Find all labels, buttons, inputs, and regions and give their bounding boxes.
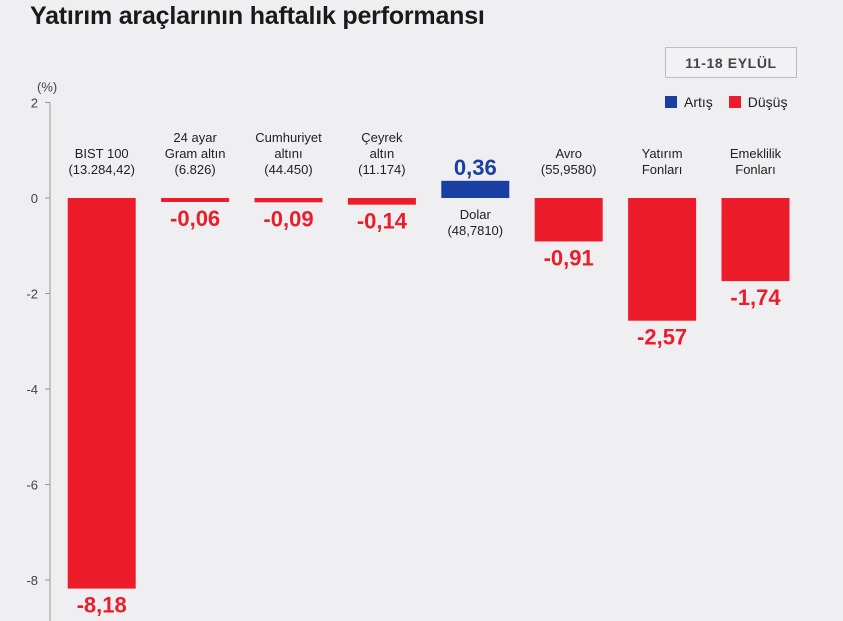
category-label: Çeyrek bbox=[361, 130, 403, 145]
category-label: (44.450) bbox=[264, 162, 312, 177]
bar bbox=[534, 198, 603, 242]
y-tick-label: -4 bbox=[26, 382, 38, 397]
category-label: Gram altın bbox=[165, 146, 226, 161]
legend-item-increase: Artış bbox=[665, 94, 713, 110]
category-label: (6.826) bbox=[174, 162, 215, 177]
category-label: Cumhuriyet bbox=[255, 130, 322, 145]
y-tick-label: 2 bbox=[31, 96, 38, 111]
bar bbox=[254, 198, 323, 203]
category-label: (48,7810) bbox=[447, 223, 503, 238]
category-label: altın bbox=[370, 146, 395, 161]
bar-value-label: -1,74 bbox=[730, 285, 781, 310]
bar bbox=[721, 198, 790, 282]
bar-value-label: -0,06 bbox=[170, 206, 220, 231]
y-axis-unit-label: (%) bbox=[37, 80, 57, 95]
category-label: Dolar bbox=[460, 207, 492, 222]
bar bbox=[441, 180, 510, 198]
bar bbox=[161, 198, 230, 202]
bar bbox=[347, 198, 416, 205]
bar-value-label: -0,91 bbox=[544, 245, 594, 270]
category-label: Yatırım bbox=[642, 146, 683, 161]
y-tick-label: 0 bbox=[31, 191, 38, 206]
category-label: (11.174) bbox=[358, 162, 405, 177]
legend-swatch-increase bbox=[665, 96, 677, 108]
legend-label-decrease: Düşüş bbox=[747, 94, 788, 110]
bar bbox=[67, 198, 136, 589]
legend-swatch-decrease bbox=[728, 96, 741, 108]
legend-item-decrease: Düşüş bbox=[728, 94, 788, 110]
date-range-badge: 11-18 EYLÜL bbox=[665, 47, 797, 78]
category-label: Fonları bbox=[735, 162, 775, 177]
category-label: Fonları bbox=[642, 162, 682, 177]
category-label: Emeklilik bbox=[730, 146, 782, 161]
legend: Artış Düşüş bbox=[665, 94, 787, 110]
y-tick-label: -8 bbox=[26, 573, 38, 588]
bar bbox=[628, 198, 697, 321]
category-label: altını bbox=[274, 146, 302, 161]
y-tick-label: -6 bbox=[26, 478, 38, 493]
legend-label-increase: Artış bbox=[684, 94, 713, 110]
category-label: (13.284,42) bbox=[68, 162, 135, 177]
category-label: 24 ayar bbox=[173, 130, 217, 145]
bar-value-label: 0,36 bbox=[454, 155, 497, 180]
category-label: Avro bbox=[555, 146, 582, 161]
bar-value-label: -8,18 bbox=[77, 593, 127, 618]
chart-title: Yatırım araçlarının haftalık performansı bbox=[30, 2, 485, 30]
y-tick-label: -2 bbox=[26, 287, 38, 302]
bar-value-label: -2,57 bbox=[637, 325, 687, 350]
category-label: (55,9580) bbox=[541, 162, 597, 177]
bar-value-label: -0,09 bbox=[263, 206, 313, 231]
bar-value-label: -0,14 bbox=[357, 209, 408, 234]
category-label: BIST 100 bbox=[75, 146, 129, 161]
